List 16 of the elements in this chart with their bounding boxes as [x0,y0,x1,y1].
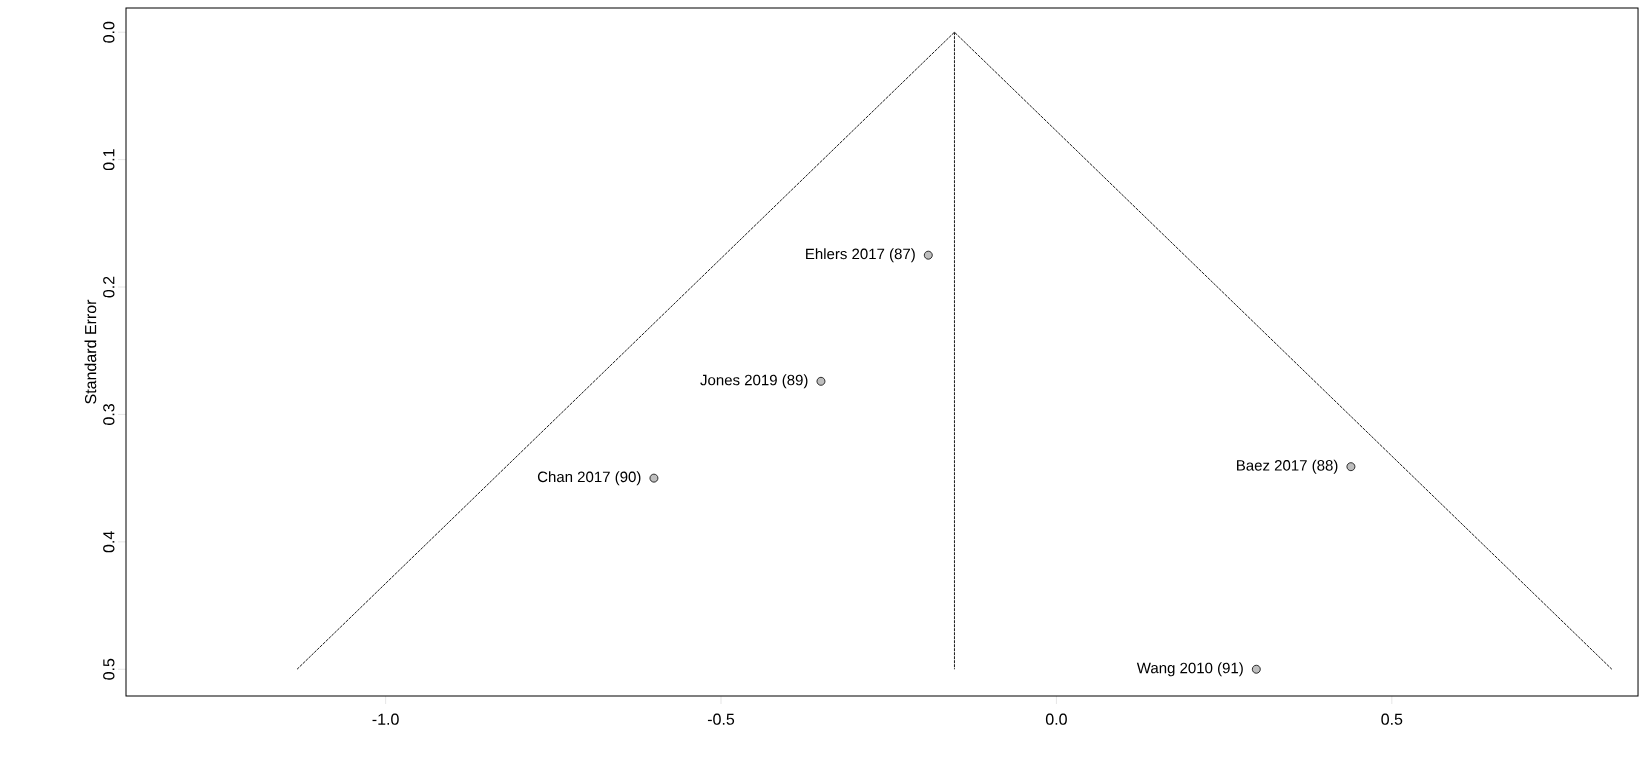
annotation: Ehlers 2017 (87) [806,248,915,263]
y-tick-label: 0.5 [103,658,115,680]
annotation: Wang 2010 (91) [1136,662,1243,677]
y-tick-label: 0.4 [103,531,115,553]
y-tick-label: 0.3 [103,404,115,425]
y-tick-label: 0.0 [103,21,115,43]
x-tick-label: 0.0 [1045,713,1067,725]
annotation: Chan 2017 (90) [537,471,641,486]
x-tick-label: 0.5 [1381,713,1403,725]
y-tick-label: 0.2 [103,276,115,298]
y-tick-label: 0.1 [103,149,115,171]
x-tick-label: -0.5 [707,713,735,725]
x-tick-label: -1.0 [372,713,399,725]
annotation: Jones 2019 (89) [700,374,808,389]
y-axis-title: Standard Error [84,299,97,404]
annotation: Baez 2017 (88) [1237,459,1338,474]
